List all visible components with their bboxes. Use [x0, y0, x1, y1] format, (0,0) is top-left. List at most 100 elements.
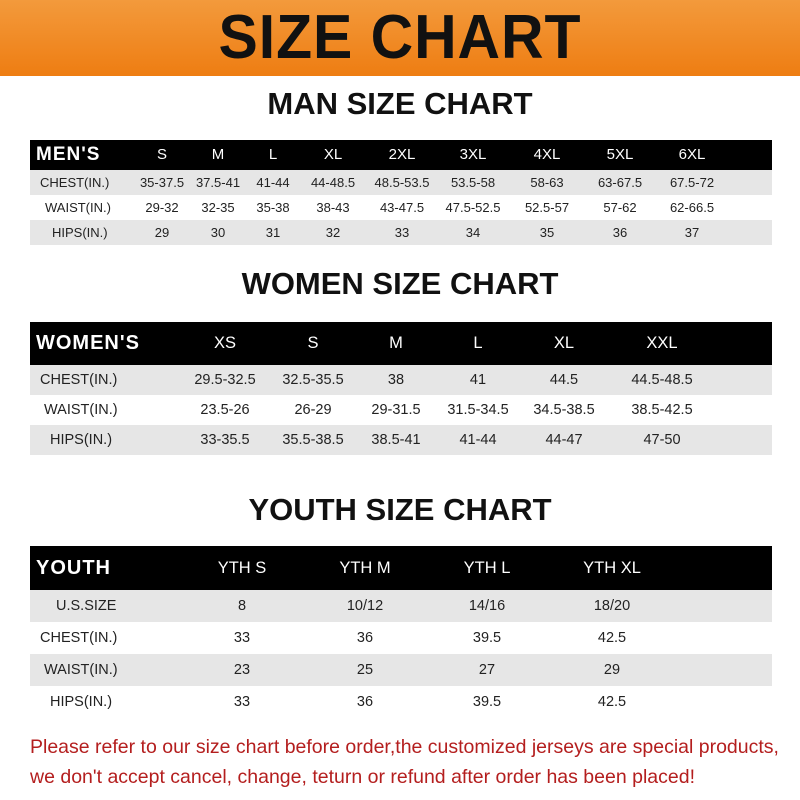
table-cell: 62-66.5 [669, 200, 715, 215]
size-header: XXL [646, 334, 678, 352]
size-header: M [211, 146, 225, 163]
row-label: HIPS(IN.) [50, 432, 113, 448]
size-header: 6XL [678, 146, 706, 163]
table-cell: 38 [387, 372, 405, 388]
table-cell: 30 [210, 225, 226, 240]
table-cell: 38.5-41 [371, 432, 421, 448]
size-header: YTH XL [583, 559, 641, 577]
table-cell: 53.5-58 [450, 175, 496, 190]
table-cell: 44.5-48.5 [631, 372, 693, 388]
title-banner: SIZE CHART [0, 0, 800, 76]
table-cell: 34 [465, 225, 481, 240]
table-row: HIPS(IN.) 29 30 31 32 33 34 35 36 37 [30, 220, 772, 245]
table-cell: 63-67.5 [597, 175, 643, 190]
table-cell: 44-47 [545, 432, 583, 448]
size-header: XL [553, 334, 575, 352]
table-cell: 41-44 [459, 432, 497, 448]
table-cell: 35-38 [256, 200, 290, 215]
row-label: U.S.SIZE [56, 598, 117, 614]
table-cell: 32.5-35.5 [282, 372, 344, 388]
row-label: CHEST(IN.) [40, 630, 118, 646]
table-cell: 29 [603, 662, 621, 678]
table-cell: 32-35 [201, 200, 235, 215]
table-cell: 29-32 [145, 200, 179, 215]
table-cell: 10/12 [346, 598, 384, 614]
row-label: HIPS(IN.) [50, 694, 113, 710]
size-header: 4XL [533, 146, 561, 163]
men-size-table: MEN'S S M L XL 2XL 3XL 4XL 5XL 6XL CHEST(IN.) 35-37… [30, 140, 772, 245]
table-cell: 25 [356, 662, 374, 678]
table-cell: 44.5 [549, 372, 579, 388]
header-row: YOUTH YTH S YTH M YTH L YTH XL [30, 546, 772, 590]
size-header: YTH L [463, 559, 511, 577]
size-header: YTH S [217, 559, 267, 577]
table-cell: 47-50 [643, 432, 681, 448]
size-header: L [268, 146, 278, 163]
table-cell: 33 [233, 630, 251, 646]
size-header: XL [323, 146, 343, 163]
table-row: WAIST(IN.) 23.5-26 26-29 29-31.5 31.5-34.5 34… [30, 395, 772, 425]
table-label: WOMEN'S [36, 332, 140, 354]
size-header: M [389, 334, 403, 352]
table-cell: 38.5-42.5 [631, 402, 693, 418]
table-row: WAIST(IN.) 29-32 32-35 35-38 38-43 43-47.5 47.… [30, 195, 772, 220]
table-cell: 18/20 [593, 598, 631, 614]
table-cell: 41-44 [256, 175, 290, 190]
table-cell: 38-43 [316, 200, 350, 215]
table-row: CHEST(IN.) 33 36 39.5 42.5 [30, 622, 772, 654]
table-cell: 52.5-57 [524, 200, 570, 215]
table-cell: 26-29 [294, 402, 332, 418]
table-cell: 39.5 [472, 630, 502, 646]
table-cell: 36 [356, 630, 374, 646]
header-row: MEN'S S M L XL 2XL 3XL 4XL 5XL 6XL [30, 140, 772, 170]
row-label: WAIST(IN.) [44, 402, 118, 418]
table-cell: 31.5-34.5 [447, 402, 509, 418]
women-heading: WOMEN SIZE CHART [241, 266, 559, 301]
youth-size-table: YOUTH YTH S YTH M YTH L YTH XL U.S.SIZE 8 10/12… [30, 546, 772, 718]
order-note: Please refer to our size chart before or… [30, 732, 790, 792]
table-cell: 33 [394, 225, 410, 240]
size-header: YTH M [339, 559, 391, 577]
table-cell: 35.5-38.5 [282, 432, 344, 448]
table-cell: 33-35.5 [200, 432, 250, 448]
table-cell: 48.5-53.5 [374, 175, 430, 190]
table-cell: 39.5 [472, 694, 502, 710]
row-label: CHEST(IN.) [40, 372, 118, 388]
table-cell: 42.5 [597, 630, 627, 646]
note-line-1: Please refer to our size chart before or… [30, 736, 779, 758]
note-line-2: we don't accept cancel, change, teturn o… [30, 766, 695, 788]
table-cell: 29.5-32.5 [194, 372, 256, 388]
table-cell: 14/16 [468, 598, 506, 614]
row-label: WAIST(IN.) [44, 662, 118, 678]
table-cell: 34.5-38.5 [533, 402, 595, 418]
table-cell: 32 [325, 225, 341, 240]
table-cell: 29-31.5 [371, 402, 421, 418]
table-cell: 57-62 [603, 200, 637, 215]
women-size-table: WOMEN'S XS S M L XL XXL CHEST(IN.) 29.5-32.5 32.5… [30, 322, 772, 455]
row-label: WAIST(IN.) [45, 200, 111, 215]
table-row: WAIST(IN.) 23 25 27 29 [30, 654, 772, 686]
table-cell: 44-48.5 [310, 175, 356, 190]
table-label: YOUTH [36, 557, 111, 579]
size-header: 2XL [388, 146, 416, 163]
table-cell: 36 [356, 694, 374, 710]
table-row: HIPS(IN.) 33-35.5 35.5-38.5 38.5-41 41-44 44-… [30, 425, 772, 455]
table-cell: 33 [233, 694, 251, 710]
youth-heading: YOUTH SIZE CHART [248, 492, 552, 527]
table-cell: 36 [612, 225, 628, 240]
table-cell: 58-63 [530, 175, 564, 190]
table-cell: 37.5-41 [195, 175, 241, 190]
size-header: S [156, 146, 168, 163]
page-title: SIZE CHART [218, 3, 582, 72]
size-header: 5XL [606, 146, 634, 163]
table-cell: 43-47.5 [379, 200, 425, 215]
men-heading: MAN SIZE CHART [267, 86, 533, 121]
table-row: CHEST(IN.) 35-37.5 37.5-41 41-44 44-48.5 48.5… [30, 170, 772, 195]
row-label: CHEST(IN.) [40, 175, 110, 190]
table-cell: 42.5 [597, 694, 627, 710]
table-cell: 41 [469, 372, 487, 388]
table-cell: 37 [684, 225, 700, 240]
size-header: XS [213, 334, 237, 352]
table-cell: 23 [233, 662, 251, 678]
header-row: WOMEN'S XS S M L XL XXL [30, 322, 772, 365]
